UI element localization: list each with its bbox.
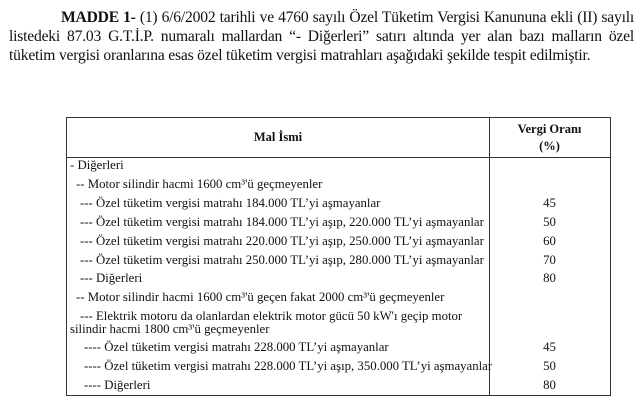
table-row: --- Özel tüketim vergisi matrahı 220.000… (67, 235, 610, 254)
header-tax-rate: Vergi Oranı (%) (489, 121, 610, 155)
tax-rate-cell: 70 (543, 253, 556, 267)
table-row: ---- Diğerleri 80 (67, 379, 610, 398)
table-row: ---- Özel tüketim vergisi matrahı 228.00… (67, 360, 610, 379)
table-row: --- Özel tüketim vergisi matrahı 184.000… (67, 216, 610, 235)
goods-name-cell: --- Elektrik motoru da olanlardan elektr… (70, 309, 463, 336)
goods-name-cell: - Diğerleri (70, 158, 124, 172)
goods-name-cell: --- Diğerleri (80, 271, 143, 285)
goods-name-cell: ---- Diğerleri (84, 378, 151, 392)
tax-rate-cell: 45 (543, 340, 556, 354)
goods-name-cell: -- Motor silindir hacmi 1600 cm³'ü geçen… (76, 290, 445, 304)
table-row: --- Elektrik motoru da olanlardan elektr… (67, 310, 610, 336)
goods-name-cell: --- Özel tüketim vergisi matrahı 220.000… (80, 234, 484, 248)
table-row: -- Motor silindir hacmi 1600 cm³'ü geçme… (67, 178, 610, 197)
article-paragraph: MADDE 1- (1) 6/6/2002 tarihli ve 4760 sa… (9, 8, 634, 65)
header-tax-rate-label: Vergi Oranı (517, 122, 582, 136)
tax-rate-cell: 45 (543, 196, 556, 210)
table-row: - Diğerleri (67, 159, 610, 178)
table-row: --- Diğerleri 80 (67, 272, 610, 291)
header-divider (67, 157, 610, 158)
goods-name-cell: --- Özel tüketim vergisi matrahı 184.000… (80, 215, 484, 229)
tax-rate-cell: 50 (543, 359, 556, 373)
goods-name-cell: --- Özel tüketim vergisi matrahı 250.000… (80, 253, 484, 267)
goods-name-cell: --- Özel tüketim vergisi matrahı 184.000… (80, 196, 381, 210)
goods-name-cell: ---- Özel tüketim vergisi matrahı 228.00… (84, 340, 389, 354)
table-row: -- Motor silindir hacmi 1600 cm³'ü geçen… (67, 291, 610, 310)
tax-rate-cell: 80 (543, 378, 556, 392)
tax-rate-cell: 50 (543, 215, 556, 229)
header-tax-rate-unit: (%) (539, 139, 560, 153)
table-row: ---- Özel tüketim vergisi matrahı 228.00… (67, 341, 610, 360)
header-goods-name: Mal İsmi (253, 130, 303, 144)
table-row: --- Özel tüketim vergisi matrahı 184.000… (67, 197, 610, 216)
article-text: (1) 6/6/2002 tarihli ve 4760 sayılı Özel… (9, 9, 634, 64)
tax-rate-cell: 80 (543, 271, 556, 285)
tax-rate-cell: 60 (543, 234, 556, 248)
column-divider (489, 118, 490, 395)
goods-name-cell: ---- Özel tüketim vergisi matrahı 228.00… (84, 359, 493, 373)
goods-name-cell: -- Motor silindir hacmi 1600 cm³'ü geçme… (76, 177, 323, 191)
table-row: --- Özel tüketim vergisi matrahı 250.000… (67, 254, 610, 273)
tax-rate-table: Mal İsmi Vergi Oranı (%) - Diğerleri -- M… (66, 117, 611, 396)
article-heading: MADDE 1- (61, 9, 136, 26)
